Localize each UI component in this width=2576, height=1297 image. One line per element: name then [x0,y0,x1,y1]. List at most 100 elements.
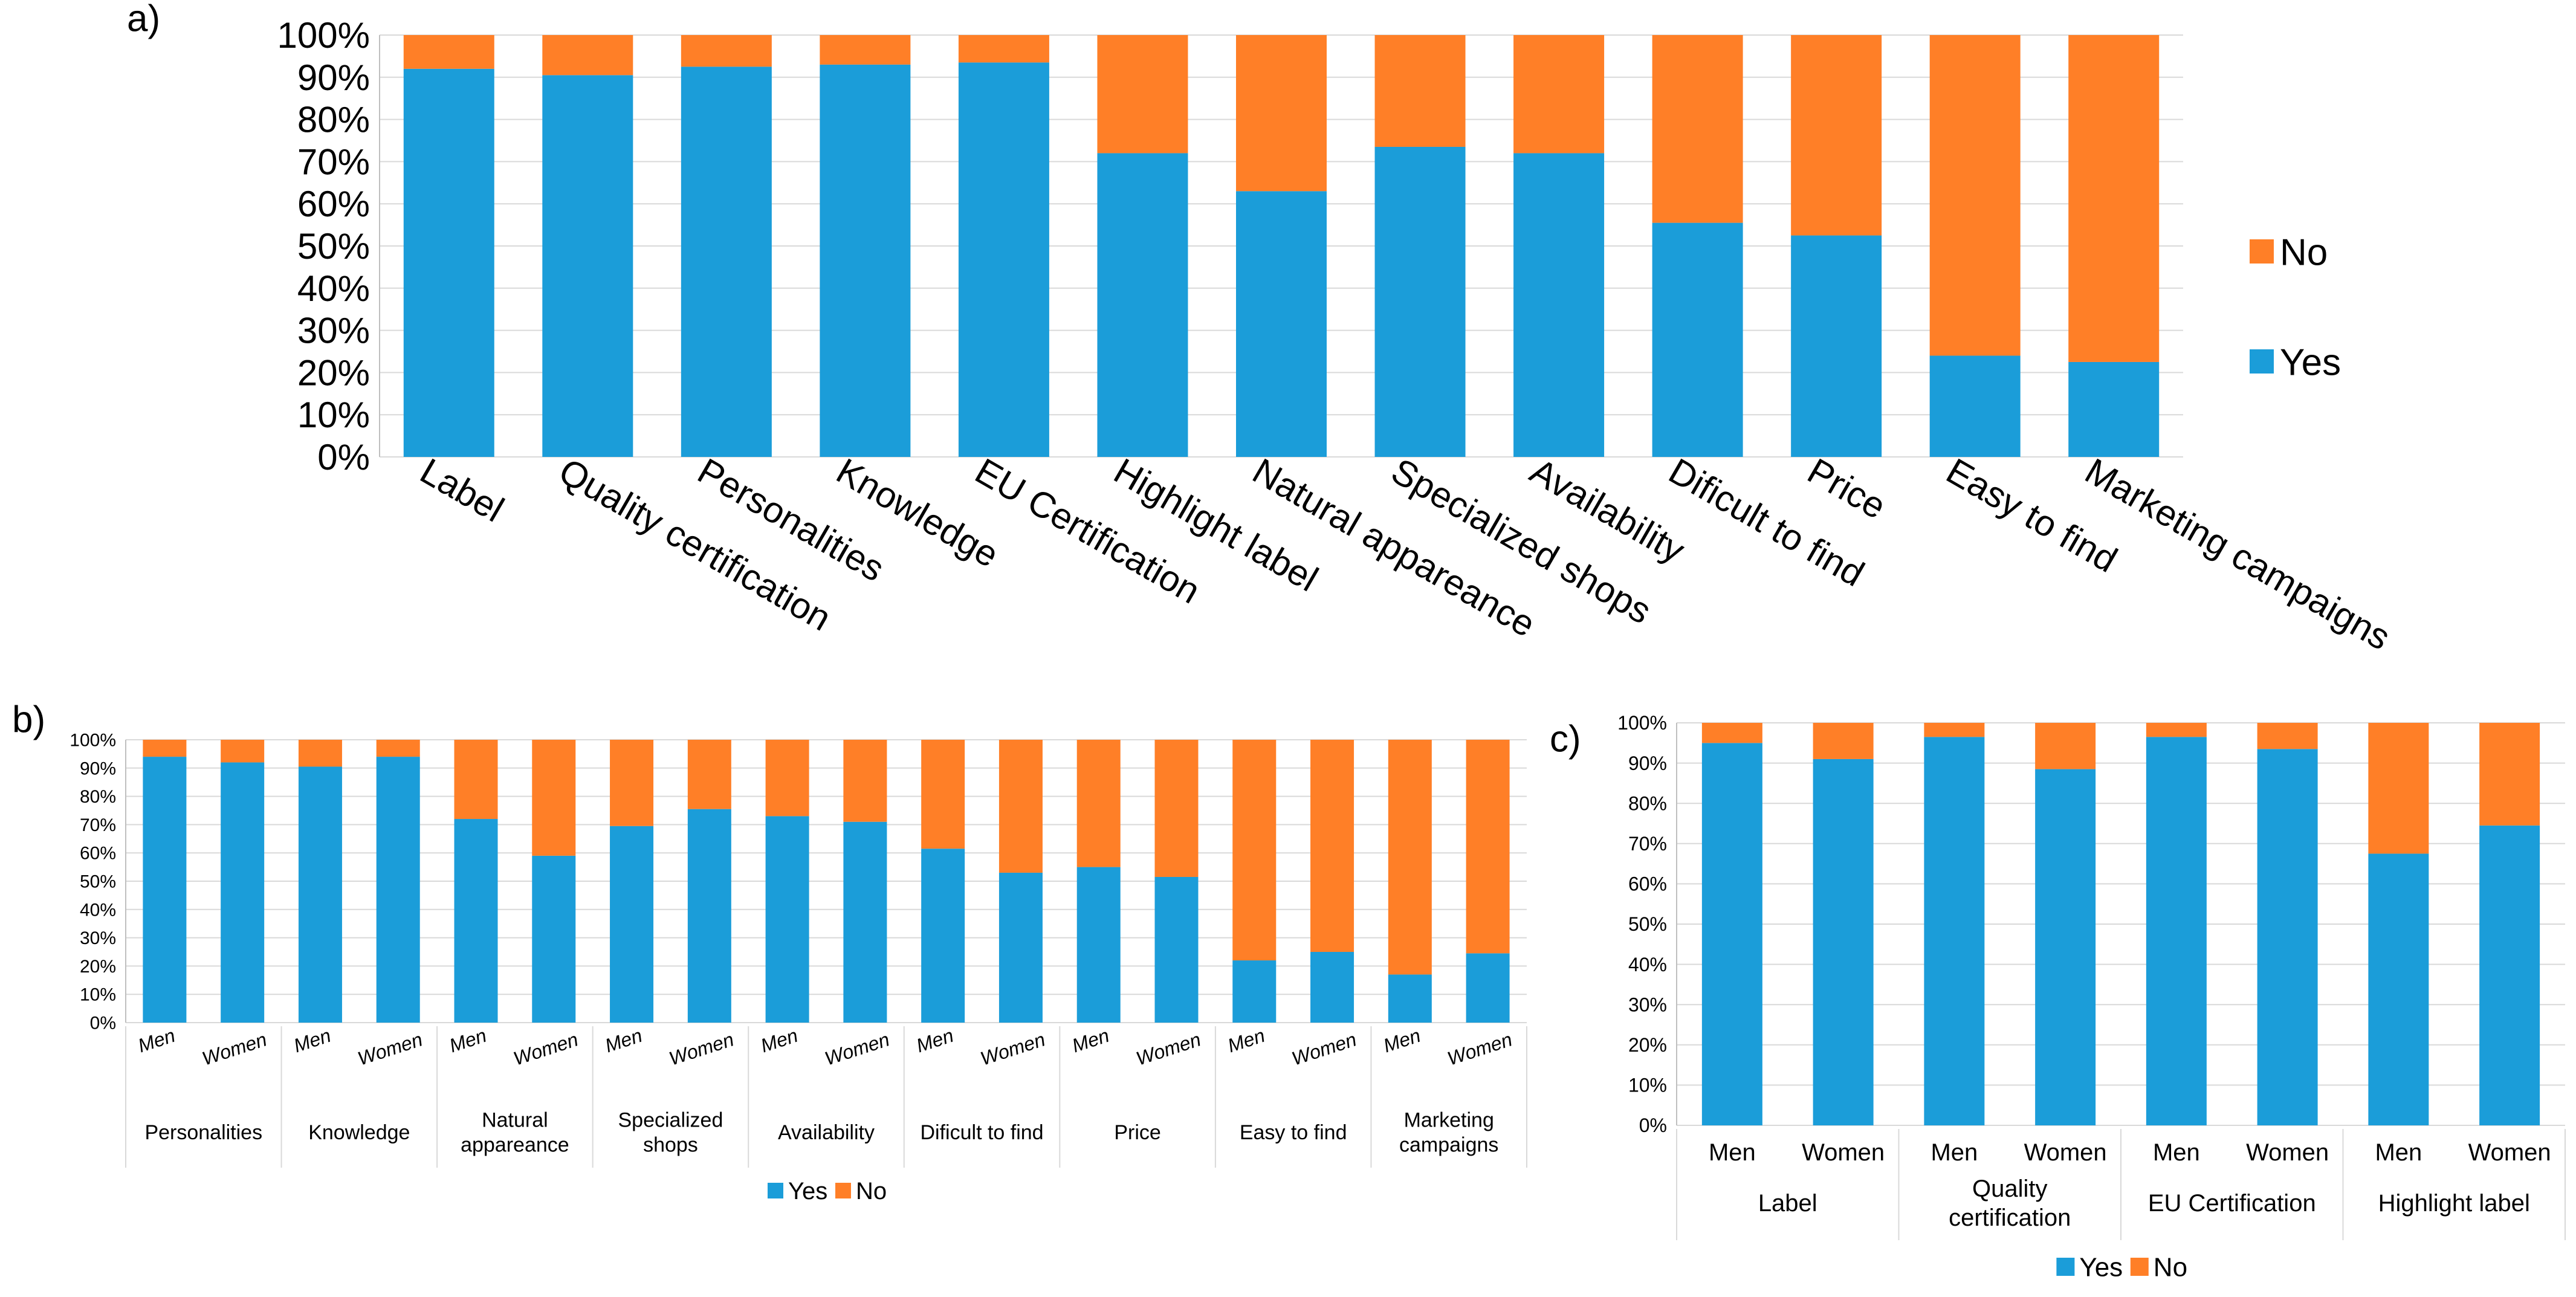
panel-b-subcategory-label: Women [199,1028,270,1069]
panel-a-bar-no [1236,35,1327,192]
panel-b-group-label: Knowledge [308,1121,410,1144]
panel-c-subcategory-label: Women [1802,1139,1885,1166]
panel-c-bar-no [1924,723,1985,737]
panel-c-ytick-label: 20% [1628,1034,1667,1056]
panel-b-group-label: Price [1114,1121,1160,1144]
panel-b-subcategory-label: Men [914,1024,956,1056]
panel-a-legend-swatch-no [2250,239,2274,264]
panel-b-ytick-label: 50% [80,872,116,892]
panel-b-bar-yes [1076,867,1121,1023]
panel-a-bar-no [1929,35,2021,356]
panel-b-bar-yes [1232,960,1277,1023]
panel-a-ytick-label: 30% [297,311,370,351]
panel-b-bar-no [1154,740,1199,877]
panel-a-ytick-label: 70% [297,141,370,182]
panel-b-bar-no [998,740,1043,873]
panel-a-bar-yes [542,75,633,457]
panel-c-bar-no [2035,723,2096,769]
panel-c-ytick-label: 50% [1628,913,1667,935]
panel-c-subcategory-label: Men [1709,1139,1756,1166]
panel-b-bar-no [687,740,731,809]
panel-c-group-label: Quality certification [1949,1176,2071,1231]
panel-a-category-label: Price [1801,450,1893,526]
panel-c-bar-no [1701,723,1762,743]
panel-b-subcategory-label: Men [135,1024,178,1056]
panel-b-bar-yes [1466,953,1510,1023]
panel-b-bar-yes [765,816,809,1023]
panel-b-subcategory-label: Men [447,1024,489,1056]
panel-b-legend-label-no: No [856,1178,887,1205]
panel-b-group-label: Availability [778,1121,875,1144]
panel-a-ytick-label: 0% [317,437,370,477]
panel-b-bar-no [221,740,265,763]
panel-b-ytick-label: 10% [80,985,116,1005]
panel-a-bar-yes [1513,153,1605,457]
panel-a-category-label: Label [413,450,511,529]
panel-c-bar-no [2257,723,2318,749]
panel-c-bar-yes [1924,737,1985,1125]
panel-a-bar-yes [1236,191,1327,457]
panel-a-ytick-label: 10% [297,395,370,435]
panel-c-ytick-label: 0% [1639,1114,1667,1136]
panel-c-group-label: Label [1758,1190,1817,1217]
panel-b-group-label: Personalities [144,1121,262,1144]
panel-c-bar-yes [2257,749,2318,1125]
panel-b-bar-yes [143,757,187,1023]
panel-b-subcategory-label: Women [1289,1028,1359,1069]
panel-c-ytick-label: 90% [1628,752,1667,774]
panel-a-bar-yes [681,66,772,458]
panel-c-bar-yes [2368,853,2429,1125]
panel-b-bar-no [143,740,187,757]
panel-c-ytick-label: 40% [1628,954,1667,975]
panel-a-category-label: EU Certification [968,450,1206,611]
panel-b-ytick-label: 40% [80,900,116,920]
panel-a-legend-swatch-yes [2250,349,2274,374]
panel-b-bar-no [921,740,965,849]
panel-b-legend-label-yes: Yes [788,1178,827,1205]
panel-b-bar-yes [1154,876,1199,1023]
panel-b-bar-no [298,740,342,767]
panel-b-subcategory-label: Women [1133,1028,1203,1069]
panel-a-bar-yes [2068,361,2160,457]
panel-a-bar-yes [1791,235,1882,457]
panel-c-subcategory-label: Men [1930,1139,1978,1166]
panel-b-ytick-label: 100% [70,731,116,751]
panel-b-bar-yes [843,821,887,1023]
panel-b-bar-no [765,740,809,817]
panel-b-bar-yes [610,826,654,1023]
panel-a-bar-yes [1652,222,1743,457]
panel-c-bar-no [1813,723,1874,759]
panel-a-bar-yes [1374,146,1466,458]
panel-b-bar-yes [454,819,498,1023]
panel-a-bar-no [2068,35,2160,362]
panel-c-ytick-label: 10% [1628,1075,1667,1096]
panel-b-group-label: Dificult to find [921,1121,1044,1144]
panel-b-subcategory-label: Women [978,1028,1048,1069]
panel-b-bar-yes [376,757,420,1023]
panel-c-bar-yes [2146,737,2207,1125]
panel-b-ytick-label: 90% [80,758,116,778]
panel-b-legend-swatch-yes [768,1183,783,1198]
panel-a-bar-no [820,35,911,65]
panel-c-bar-yes [1813,758,1874,1125]
panel-b-bar-no [1388,740,1432,975]
panel-b-bar-no [1466,740,1510,954]
panel-c-ytick-label: 100% [1617,712,1667,734]
panel-a-ytick-label: 50% [297,226,370,267]
panel-b-bar-no [1310,740,1354,952]
panel-a-ytick-label: 100% [277,15,370,56]
panel-a-ytick-label: 60% [297,184,370,224]
panel-a-bar-no [1513,35,1605,154]
panel-a-bar-no [958,35,1049,63]
panel-b-ytick-label: 80% [80,787,116,807]
panel-b-legend-swatch-no [835,1183,851,1198]
panel-b-ytick-label: 60% [80,844,116,864]
panel-a-bar-no [1097,35,1188,154]
panel-c-bar-no [2368,723,2429,854]
panel-a-bar-no [1374,35,1466,147]
panel-c-group-label: Highlight label [2378,1190,2530,1217]
panel-b-subcategory-label: Men [602,1024,644,1056]
panel-a-bar-no [1652,35,1743,223]
panel-a-legend-label-no: No [2280,231,2328,273]
panel-a-bar-yes [958,62,1049,458]
